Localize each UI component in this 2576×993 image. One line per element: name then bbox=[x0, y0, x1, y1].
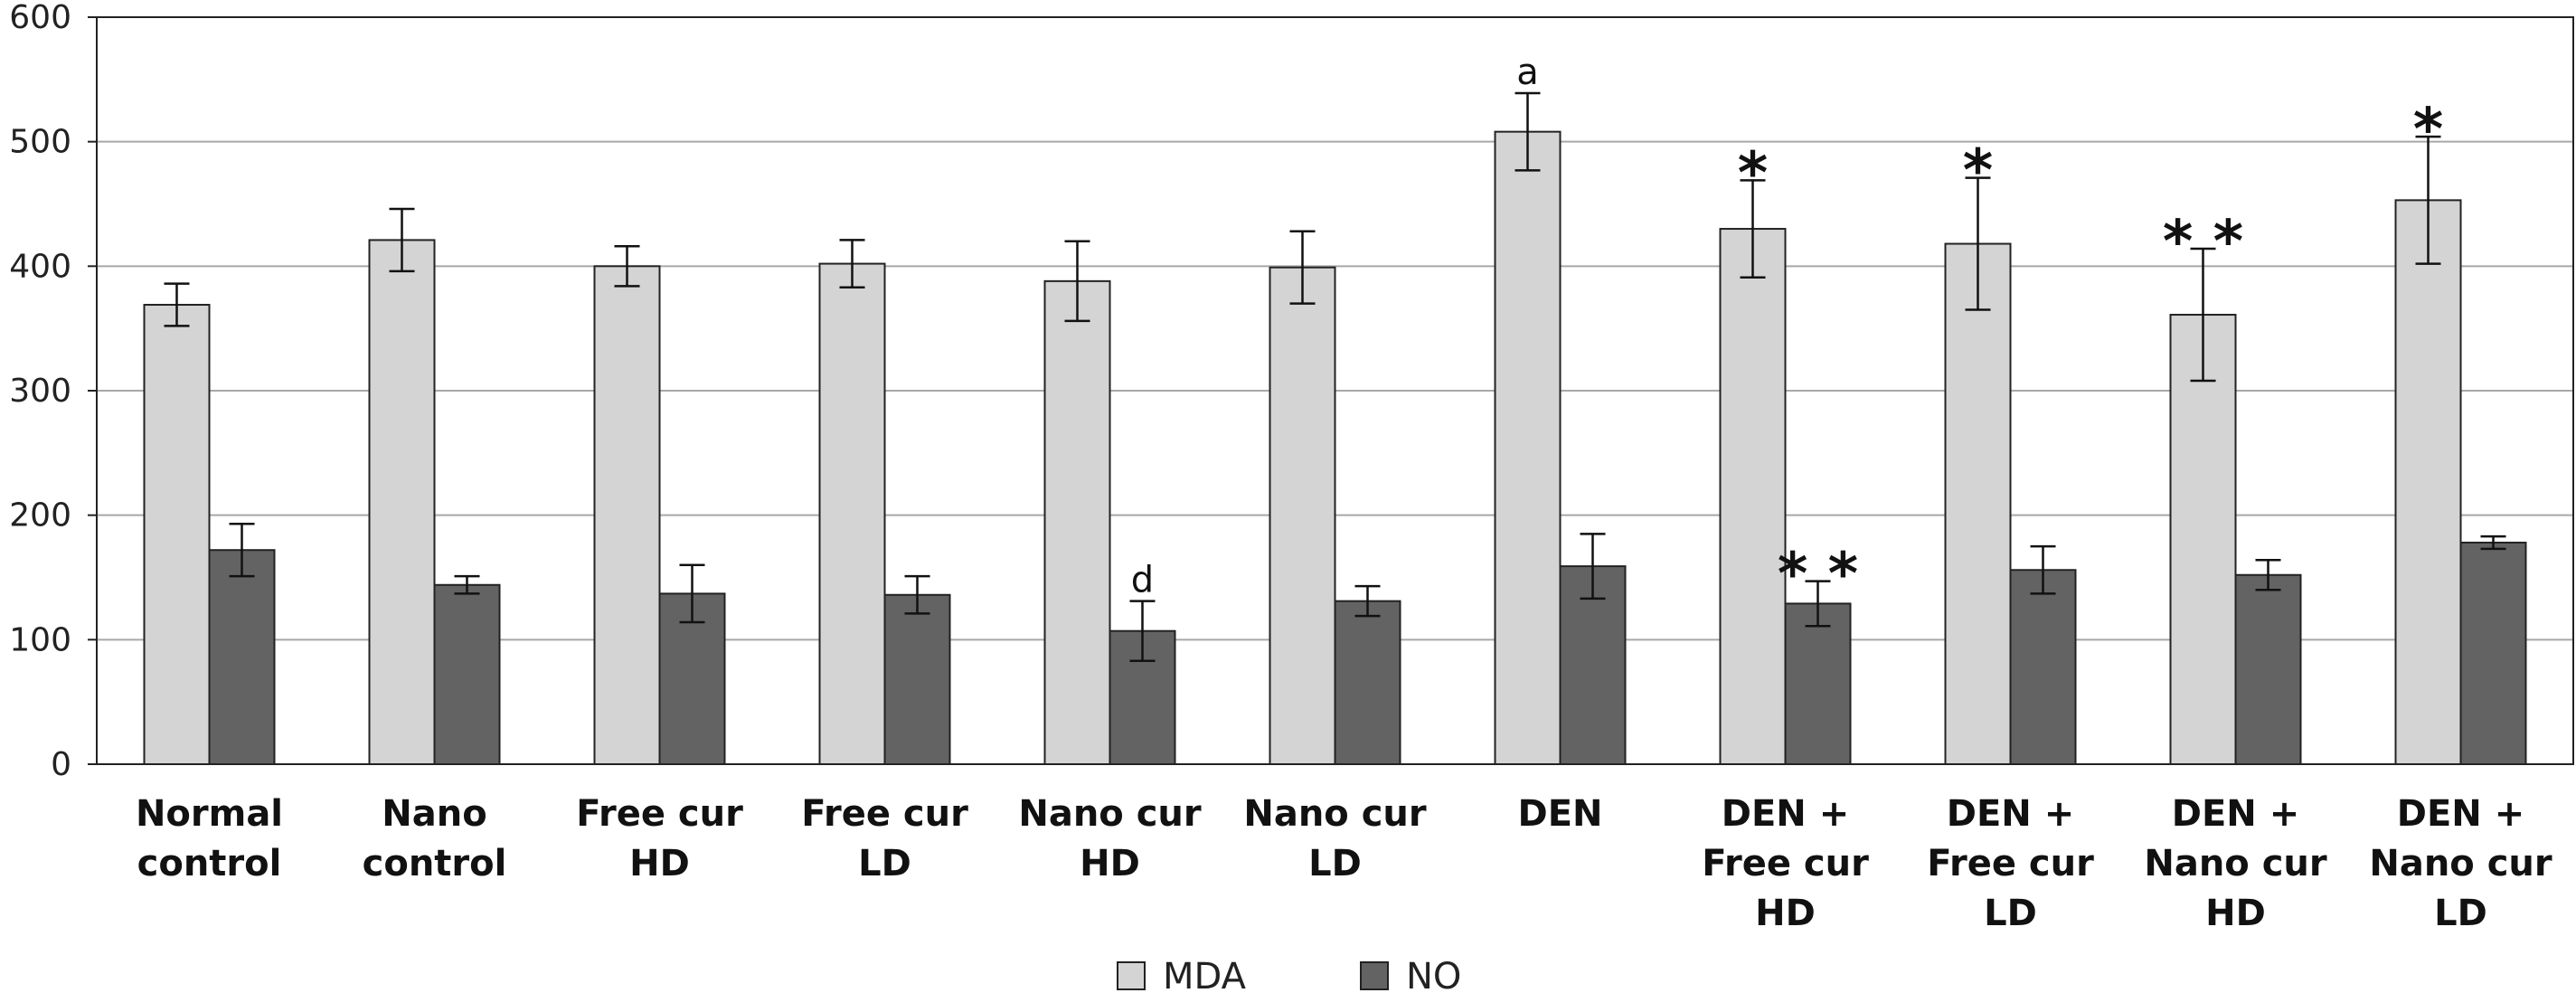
bar-mda-3 bbox=[818, 262, 886, 765]
category-label-line: control bbox=[137, 843, 282, 884]
bar-no-2 bbox=[658, 592, 726, 765]
y-tick-label: 100 bbox=[9, 621, 71, 658]
category-label-10: DEN + Nano cur LD bbox=[2369, 793, 2552, 934]
category-label-line: Normal bbox=[136, 793, 283, 835]
category-label-line: Nano cur bbox=[1243, 793, 1427, 835]
category-label-line: LD bbox=[1984, 893, 2037, 934]
bar-mda-7 bbox=[1719, 228, 1787, 766]
legend-swatch-no bbox=[1360, 961, 1389, 990]
bar-mda-9 bbox=[2169, 314, 2237, 765]
bar-no-5 bbox=[1334, 600, 1401, 766]
y-tick-label: 400 bbox=[9, 248, 71, 285]
category-label-line: control bbox=[363, 843, 507, 884]
significance-annotations: a d * * * * * * * bbox=[1131, 52, 2443, 609]
bar-no-4 bbox=[1109, 629, 1176, 765]
bar-mda-1 bbox=[368, 239, 436, 765]
category-label-line: Nano cur bbox=[2144, 843, 2327, 884]
annotation-0: a bbox=[1516, 52, 1539, 93]
category-label-1: Nano control bbox=[363, 793, 507, 884]
category-label-line: DEN + bbox=[1947, 793, 2074, 835]
category-label-line: Nano cur bbox=[1018, 793, 1202, 835]
category-label-9: DEN + Nano cur HD bbox=[2144, 793, 2327, 934]
legend-label-no: NO bbox=[1406, 956, 1461, 993]
bar-no-8 bbox=[2009, 569, 2077, 765]
y-tick-label: 600 bbox=[9, 0, 71, 36]
y-tick-label: 500 bbox=[9, 124, 71, 161]
annotation-2: * bbox=[1738, 140, 1768, 207]
bar-mda-6 bbox=[1494, 130, 1562, 766]
category-label-line: Nano bbox=[382, 793, 486, 835]
bar-no-10 bbox=[2459, 541, 2527, 765]
annotation-4: * bbox=[1963, 138, 1993, 205]
bar-mda-4 bbox=[1043, 279, 1111, 765]
category-label-line: Free cur bbox=[576, 793, 743, 835]
category-label-line: DEN + bbox=[2397, 793, 2524, 835]
category-label-line: DEN + bbox=[1722, 793, 1849, 835]
category-label-2: Free cur HD bbox=[576, 793, 743, 884]
annotation-1: d bbox=[1131, 560, 1154, 601]
annotation-6: * bbox=[2413, 97, 2443, 164]
category-label-3: Free cur LD bbox=[801, 793, 968, 884]
bar-no-3 bbox=[883, 593, 951, 765]
legend-swatch-mda bbox=[1117, 961, 1146, 990]
bar-mda-2 bbox=[593, 265, 661, 766]
category-label-line: HD bbox=[1080, 843, 1140, 884]
category-label-6: DEN bbox=[1517, 793, 1602, 835]
category-label-line: HD bbox=[629, 843, 690, 884]
bar-mda-10 bbox=[2394, 199, 2462, 765]
bar-mda-0 bbox=[143, 304, 211, 765]
category-label-4: Nano cur HD bbox=[1018, 793, 1202, 884]
bar-mda-5 bbox=[1269, 266, 1336, 765]
legend-label-mda: MDA bbox=[1163, 956, 1247, 993]
bars bbox=[143, 91, 2527, 766]
category-label-7: DEN + Free cur HD bbox=[1702, 793, 1869, 934]
category-label-line: Free cur bbox=[1927, 843, 2094, 884]
y-tick-label: 200 bbox=[9, 497, 71, 534]
bar-no-9 bbox=[2234, 573, 2302, 765]
category-label-line: LD bbox=[1308, 843, 1362, 884]
y-tick-label: 300 bbox=[9, 373, 71, 410]
y-tick-label: 0 bbox=[51, 746, 71, 783]
category-label-5: Nano cur LD bbox=[1243, 793, 1427, 884]
bar-no-1 bbox=[433, 583, 501, 766]
category-label-line: LD bbox=[858, 843, 911, 884]
category-label-line: DEN + bbox=[2172, 793, 2299, 835]
plot-frame bbox=[96, 16, 2574, 765]
category-label-0: Normal control bbox=[136, 793, 283, 884]
bar-no-7 bbox=[1784, 602, 1852, 765]
category-label-8: DEN + Free cur LD bbox=[1927, 793, 2094, 934]
category-label-line: Free cur bbox=[801, 793, 968, 835]
category-label-line: Nano cur bbox=[2369, 843, 2552, 884]
axes: 0 100 200 300 400 500 600 bbox=[9, 0, 2574, 783]
annotation-3: * * bbox=[1778, 542, 1858, 609]
category-label-line: HD bbox=[1755, 893, 1816, 934]
bar-mda-8 bbox=[1944, 242, 2012, 765]
category-label-line: LD bbox=[2434, 893, 2487, 934]
category-label-line: DEN bbox=[1517, 793, 1602, 835]
annotation-5: * * bbox=[2163, 209, 2243, 276]
category-label-line: Free cur bbox=[1702, 843, 1869, 884]
legend: MDA NO bbox=[1117, 956, 1461, 993]
bar-no-0 bbox=[208, 549, 276, 765]
category-label-line: HD bbox=[2205, 893, 2266, 934]
